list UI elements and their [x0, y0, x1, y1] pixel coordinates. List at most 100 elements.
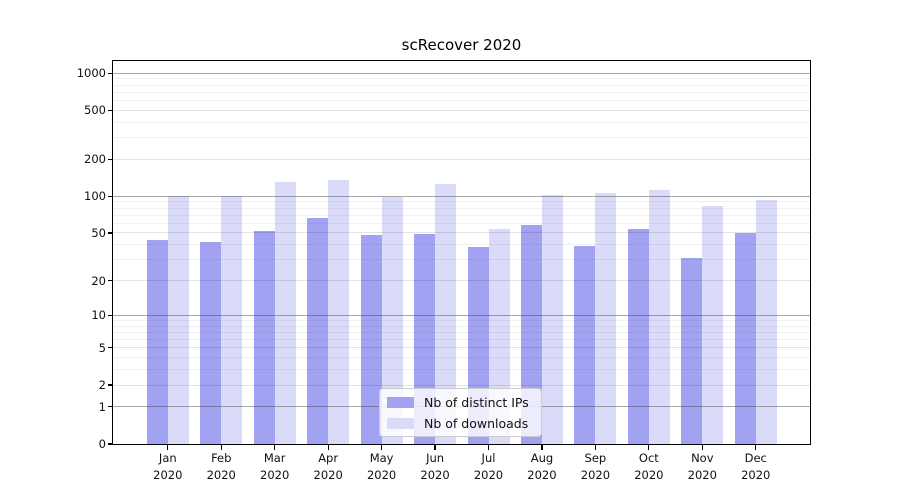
x-tick-label-nov: Nov 2020	[674, 450, 730, 483]
x-tick-label-feb: Feb 2020	[193, 450, 249, 483]
x-tick-label-mar: Mar 2020	[247, 450, 303, 483]
bar-downloads-mar	[274, 182, 296, 444]
x-tick-year: 2020	[634, 467, 664, 482]
bar-distinct-ips-jan	[146, 239, 168, 444]
x-tick-label-apr: Apr 2020	[300, 450, 356, 483]
x-tick-label-dec: Dec 2020	[728, 450, 784, 483]
y-tick-label-2: 2	[98, 378, 106, 393]
y-tick-1000	[107, 72, 112, 74]
y-tick-label-10: 10	[91, 308, 106, 323]
right-spine	[810, 59, 812, 446]
x-tick-label-jul: Jul 2020	[461, 450, 517, 483]
y-tick-100	[107, 195, 112, 197]
chart-title: scRecover 2020	[401, 36, 522, 54]
bar-distinct-ips-dec	[734, 232, 756, 444]
top-spine	[111, 59, 812, 61]
bar-downloads-dec	[755, 200, 777, 444]
y-tick-200	[107, 158, 112, 160]
bar-downloads-feb	[221, 196, 243, 444]
x-tick-nov	[701, 445, 703, 450]
x-tick-month: Jun	[426, 451, 445, 465]
x-tick-month: May	[369, 451, 394, 465]
x-tick-jul	[487, 445, 490, 450]
bar-distinct-ips-apr	[307, 218, 329, 444]
x-tick-month: Apr	[318, 451, 339, 465]
bar-distinct-ips-sep	[574, 245, 596, 444]
x-tick-jan	[167, 445, 169, 450]
bars-layer	[113, 61, 810, 444]
y-tick-50	[107, 232, 112, 234]
y-tick-label-500: 500	[84, 103, 106, 118]
bar-downloads-apr	[328, 180, 350, 444]
x-tick-year: 2020	[153, 467, 183, 482]
x-tick-month: Oct	[638, 451, 659, 465]
bar-downloads-oct	[648, 190, 670, 444]
bar-distinct-ips-oct	[627, 228, 649, 444]
bar-distinct-ips-nov	[681, 257, 703, 444]
x-tick-sep	[594, 445, 596, 450]
x-tick-month: Jul	[481, 451, 496, 465]
y-tick-label-1: 1	[98, 399, 106, 414]
x-tick-mar	[274, 445, 276, 450]
legend-label-distinct-ips: Nb of distinct IPs	[424, 394, 529, 410]
x-tick-year: 2020	[260, 467, 290, 482]
y-tick-0	[107, 443, 112, 445]
legend-swatch-distinct-ips	[387, 396, 414, 408]
y-tick-label-5: 5	[98, 340, 106, 355]
x-tick-year: 2020	[206, 467, 236, 482]
x-tick-may	[381, 445, 383, 450]
left-spine	[111, 59, 113, 446]
y-tick-1	[107, 406, 112, 408]
bar-downloads-jun	[435, 183, 457, 444]
y-tick-label-20: 20	[91, 273, 106, 288]
x-tick-label-jan: Jan 2020	[140, 450, 196, 483]
x-tick-dec	[755, 445, 757, 450]
legend-item-distinct-ips: Nb of distinct IPs	[387, 393, 541, 411]
y-tick-label-100: 100	[84, 189, 106, 204]
bar-distinct-ips-feb	[200, 242, 222, 444]
y-tick-label-0: 0	[98, 437, 106, 451]
legend-swatch-downloads	[387, 417, 414, 429]
x-tick-oct	[648, 445, 650, 450]
bar-downloads-may	[381, 197, 403, 444]
y-tick-500	[107, 109, 112, 111]
x-tick-month: Dec	[744, 451, 767, 465]
x-tick-label-oct: Oct 2020	[621, 450, 677, 483]
x-tick-aug	[541, 445, 543, 450]
x-tick-month: Aug	[530, 451, 554, 465]
bar-distinct-ips-may	[360, 235, 382, 444]
legend-item-downloads: Nb of downloads	[387, 414, 541, 432]
y-tick-20	[107, 279, 112, 282]
x-tick-feb	[220, 445, 222, 450]
x-tick-label-aug: Aug 2020	[514, 450, 570, 483]
x-tick-month: Feb	[211, 451, 232, 465]
legend: Nb of distinct IPs Nb of downloads	[379, 388, 542, 437]
x-tick-month: Jan	[158, 451, 177, 465]
x-tick-year: 2020	[527, 467, 557, 482]
y-tick-label-50: 50	[91, 225, 106, 240]
bar-downloads-aug	[541, 195, 563, 444]
x-tick-label-jun: Jun 2020	[407, 450, 463, 483]
x-tick-label-may: May 2020	[354, 450, 410, 483]
x-tick-label-sep: Sep 2020	[567, 450, 623, 483]
bar-downloads-nov	[702, 206, 724, 444]
x-tick-year: 2020	[580, 467, 611, 482]
y-tick-2	[107, 384, 112, 386]
x-tick-year: 2020	[741, 467, 771, 482]
x-tick-year: 2020	[420, 467, 450, 482]
x-tick-year: 2020	[687, 467, 717, 482]
y-tick-5	[107, 347, 112, 349]
x-tick-month: Nov	[691, 451, 714, 465]
x-tick-jun	[434, 445, 436, 450]
plot-area: Nb of distinct IPs Nb of downloads	[113, 61, 810, 444]
bar-downloads-jan	[167, 196, 189, 444]
bottom-spine	[111, 444, 812, 446]
y-tick-label-1000: 1000	[76, 66, 106, 81]
legend-label-downloads: Nb of downloads	[424, 415, 529, 431]
x-tick-year: 2020	[473, 467, 504, 482]
y-tick-10	[107, 314, 112, 316]
x-tick-year: 2020	[366, 467, 397, 482]
bar-downloads-sep	[595, 193, 617, 444]
x-tick-month: Sep	[584, 451, 607, 465]
